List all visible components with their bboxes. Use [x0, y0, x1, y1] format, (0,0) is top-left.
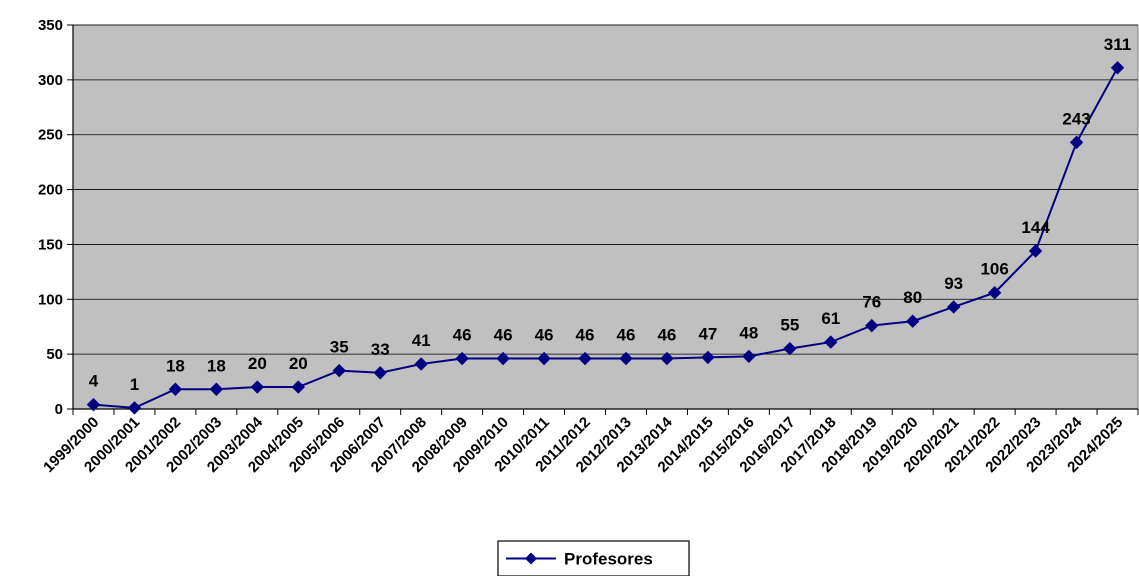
y-tick-label: 200 — [38, 182, 63, 199]
data-point — [1028, 244, 1043, 258]
data-point — [250, 380, 265, 394]
data-point — [455, 351, 469, 366]
data-label: 46 — [494, 326, 513, 345]
legend-label: Profesores — [564, 550, 653, 569]
y-tick-label: 50 — [46, 346, 63, 363]
data-point — [1069, 135, 1084, 150]
plot-area — [72, 24, 1139, 410]
data-label: 144 — [1021, 218, 1050, 237]
data-label: 46 — [535, 326, 554, 345]
data-point — [701, 350, 715, 365]
data-point — [373, 366, 387, 380]
data-label: 55 — [780, 316, 799, 335]
data-point — [86, 397, 101, 412]
data-label: 33 — [371, 340, 390, 359]
data-point — [987, 285, 1002, 300]
data-label: 46 — [576, 326, 595, 345]
data-point — [619, 351, 633, 366]
data-label: 20 — [289, 354, 308, 373]
data-label: 1 — [130, 375, 139, 394]
data-label: 93 — [944, 274, 963, 293]
legend-marker — [525, 552, 537, 565]
data-label: 18 — [166, 356, 185, 375]
y-tick-label: 300 — [38, 72, 63, 89]
data-label: 4 — [89, 372, 99, 391]
y-tick-label: 0 — [55, 401, 63, 418]
gridlines — [73, 24, 1138, 355]
data-label: 48 — [739, 323, 758, 342]
y-tick-label: 350 — [38, 17, 63, 34]
y-tick-label: 250 — [38, 127, 63, 144]
data-label: 47 — [698, 324, 717, 343]
data-label: 106 — [980, 260, 1008, 279]
data-point — [414, 357, 428, 371]
data-label: 311 — [1104, 35, 1131, 54]
data-point — [1110, 61, 1125, 75]
legend: Profesores — [497, 540, 690, 576]
data-label: 243 — [1062, 109, 1090, 128]
data-point — [537, 351, 551, 366]
data-point — [291, 380, 305, 394]
data-label: 35 — [330, 338, 349, 357]
plot-background — [72, 24, 1139, 410]
data-point — [946, 300, 961, 314]
data-label: 46 — [657, 326, 676, 345]
y-tick-label: 100 — [38, 291, 63, 308]
data-point — [824, 335, 838, 349]
data-point — [578, 351, 592, 366]
y-tick-label: 150 — [38, 236, 63, 253]
data-point — [783, 341, 797, 356]
data-point — [865, 318, 879, 333]
data-point — [209, 382, 224, 396]
series-profesores — [86, 61, 1125, 415]
data-point — [127, 401, 142, 415]
data-point — [660, 351, 674, 366]
data-point — [168, 382, 183, 396]
data-point — [906, 314, 920, 328]
data-label: 46 — [453, 326, 472, 345]
data-label: 80 — [903, 288, 922, 307]
data-label: 18 — [207, 356, 226, 375]
series-line — [93, 67, 1119, 409]
data-point — [742, 349, 756, 364]
data-label: 20 — [248, 354, 267, 373]
data-point — [332, 363, 346, 378]
data-label: 46 — [617, 326, 636, 345]
data-label: 41 — [412, 331, 431, 350]
data-label: 61 — [821, 309, 840, 328]
data-point — [496, 351, 510, 366]
data-label: 76 — [862, 293, 881, 312]
